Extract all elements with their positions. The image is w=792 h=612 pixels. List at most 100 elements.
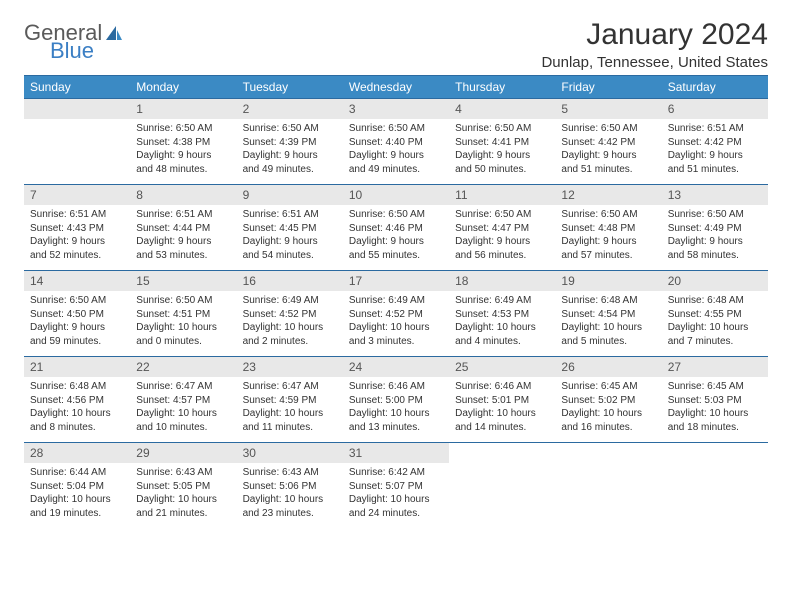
calendar-cell: 29Sunrise: 6:43 AMSunset: 5:05 PMDayligh…: [130, 443, 236, 529]
calendar-cell: 4Sunrise: 6:50 AMSunset: 4:41 PMDaylight…: [449, 99, 555, 185]
calendar-cell: 3Sunrise: 6:50 AMSunset: 4:40 PMDaylight…: [343, 99, 449, 185]
day-number: 6: [662, 99, 768, 119]
day-number: 28: [24, 443, 130, 463]
day-details: Sunrise: 6:50 AMSunset: 4:39 PMDaylight:…: [237, 119, 343, 180]
day-number: 7: [24, 185, 130, 205]
day-details: Sunrise: 6:51 AMSunset: 4:45 PMDaylight:…: [237, 205, 343, 266]
calendar-cell: 26Sunrise: 6:45 AMSunset: 5:02 PMDayligh…: [555, 357, 661, 443]
day-details: Sunrise: 6:51 AMSunset: 4:42 PMDaylight:…: [662, 119, 768, 180]
calendar-cell: 11Sunrise: 6:50 AMSunset: 4:47 PMDayligh…: [449, 185, 555, 271]
calendar-page: GeneralBlue January 2024 Dunlap, Tenness…: [0, 0, 792, 529]
day-details: Sunrise: 6:50 AMSunset: 4:46 PMDaylight:…: [343, 205, 449, 266]
day-details: Sunrise: 6:46 AMSunset: 5:00 PMDaylight:…: [343, 377, 449, 438]
calendar-week: 21Sunrise: 6:48 AMSunset: 4:56 PMDayligh…: [24, 357, 768, 443]
calendar-cell: 9Sunrise: 6:51 AMSunset: 4:45 PMDaylight…: [237, 185, 343, 271]
day-details: Sunrise: 6:42 AMSunset: 5:07 PMDaylight:…: [343, 463, 449, 524]
day-details: Sunrise: 6:50 AMSunset: 4:38 PMDaylight:…: [130, 119, 236, 180]
day-number: 4: [449, 99, 555, 119]
day-details: Sunrise: 6:43 AMSunset: 5:05 PMDaylight:…: [130, 463, 236, 524]
day-number: 17: [343, 271, 449, 291]
calendar-cell: 7Sunrise: 6:51 AMSunset: 4:43 PMDaylight…: [24, 185, 130, 271]
calendar-cell: [24, 99, 130, 185]
calendar-cell: 16Sunrise: 6:49 AMSunset: 4:52 PMDayligh…: [237, 271, 343, 357]
day-number-bar: [449, 443, 555, 463]
calendar-cell: 18Sunrise: 6:49 AMSunset: 4:53 PMDayligh…: [449, 271, 555, 357]
day-number: 22: [130, 357, 236, 377]
calendar-cell: 2Sunrise: 6:50 AMSunset: 4:39 PMDaylight…: [237, 99, 343, 185]
day-header: Monday: [130, 76, 236, 99]
page-header: GeneralBlue January 2024 Dunlap, Tenness…: [24, 18, 768, 71]
day-number: 2: [237, 99, 343, 119]
day-header: Wednesday: [343, 76, 449, 99]
day-details: Sunrise: 6:47 AMSunset: 4:59 PMDaylight:…: [237, 377, 343, 438]
day-details: Sunrise: 6:50 AMSunset: 4:48 PMDaylight:…: [555, 205, 661, 266]
calendar-cell: 10Sunrise: 6:50 AMSunset: 4:46 PMDayligh…: [343, 185, 449, 271]
day-number: 13: [662, 185, 768, 205]
calendar-cell: 1Sunrise: 6:50 AMSunset: 4:38 PMDaylight…: [130, 99, 236, 185]
calendar-cell: 25Sunrise: 6:46 AMSunset: 5:01 PMDayligh…: [449, 357, 555, 443]
day-number: 8: [130, 185, 236, 205]
calendar-cell: 17Sunrise: 6:49 AMSunset: 4:52 PMDayligh…: [343, 271, 449, 357]
day-details: Sunrise: 6:45 AMSunset: 5:02 PMDaylight:…: [555, 377, 661, 438]
calendar-cell: 22Sunrise: 6:47 AMSunset: 4:57 PMDayligh…: [130, 357, 236, 443]
day-details: Sunrise: 6:49 AMSunset: 4:52 PMDaylight:…: [343, 291, 449, 352]
day-header: Thursday: [449, 76, 555, 99]
day-details: Sunrise: 6:51 AMSunset: 4:44 PMDaylight:…: [130, 205, 236, 266]
calendar-cell: 21Sunrise: 6:48 AMSunset: 4:56 PMDayligh…: [24, 357, 130, 443]
calendar-cell: [449, 443, 555, 529]
day-header: Saturday: [662, 76, 768, 99]
day-number: 15: [130, 271, 236, 291]
calendar-cell: 20Sunrise: 6:48 AMSunset: 4:55 PMDayligh…: [662, 271, 768, 357]
day-details: Sunrise: 6:50 AMSunset: 4:50 PMDaylight:…: [24, 291, 130, 352]
day-details: Sunrise: 6:50 AMSunset: 4:42 PMDaylight:…: [555, 119, 661, 180]
day-details: Sunrise: 6:50 AMSunset: 4:51 PMDaylight:…: [130, 291, 236, 352]
day-number: 16: [237, 271, 343, 291]
month-title: January 2024: [541, 18, 768, 52]
day-number: 18: [449, 271, 555, 291]
calendar-cell: 8Sunrise: 6:51 AMSunset: 4:44 PMDaylight…: [130, 185, 236, 271]
day-details: Sunrise: 6:44 AMSunset: 5:04 PMDaylight:…: [24, 463, 130, 524]
day-details: Sunrise: 6:51 AMSunset: 4:43 PMDaylight:…: [24, 205, 130, 266]
calendar-cell: 24Sunrise: 6:46 AMSunset: 5:00 PMDayligh…: [343, 357, 449, 443]
calendar-cell: 5Sunrise: 6:50 AMSunset: 4:42 PMDaylight…: [555, 99, 661, 185]
day-number: 23: [237, 357, 343, 377]
day-number: 21: [24, 357, 130, 377]
calendar-week: 1Sunrise: 6:50 AMSunset: 4:38 PMDaylight…: [24, 99, 768, 185]
day-details: Sunrise: 6:46 AMSunset: 5:01 PMDaylight:…: [449, 377, 555, 438]
day-number: 27: [662, 357, 768, 377]
day-number-bar: [555, 443, 661, 463]
day-number: 1: [130, 99, 236, 119]
day-details: Sunrise: 6:47 AMSunset: 4:57 PMDaylight:…: [130, 377, 236, 438]
day-header-row: Sunday Monday Tuesday Wednesday Thursday…: [24, 76, 768, 99]
day-number: 5: [555, 99, 661, 119]
calendar-cell: 12Sunrise: 6:50 AMSunset: 4:48 PMDayligh…: [555, 185, 661, 271]
calendar-week: 14Sunrise: 6:50 AMSunset: 4:50 PMDayligh…: [24, 271, 768, 357]
calendar-week: 7Sunrise: 6:51 AMSunset: 4:43 PMDaylight…: [24, 185, 768, 271]
calendar-cell: 27Sunrise: 6:45 AMSunset: 5:03 PMDayligh…: [662, 357, 768, 443]
calendar-cell: 28Sunrise: 6:44 AMSunset: 5:04 PMDayligh…: [24, 443, 130, 529]
day-header: Sunday: [24, 76, 130, 99]
day-number: 24: [343, 357, 449, 377]
day-number: 31: [343, 443, 449, 463]
day-header: Friday: [555, 76, 661, 99]
day-number: 30: [237, 443, 343, 463]
day-details: Sunrise: 6:50 AMSunset: 4:41 PMDaylight:…: [449, 119, 555, 180]
calendar-cell: [555, 443, 661, 529]
day-number: 20: [662, 271, 768, 291]
day-number: 19: [555, 271, 661, 291]
day-number: 3: [343, 99, 449, 119]
day-details: Sunrise: 6:48 AMSunset: 4:55 PMDaylight:…: [662, 291, 768, 352]
day-number: 26: [555, 357, 661, 377]
day-number: 14: [24, 271, 130, 291]
day-details: Sunrise: 6:50 AMSunset: 4:40 PMDaylight:…: [343, 119, 449, 180]
day-number-bar: [24, 99, 130, 119]
day-details: Sunrise: 6:48 AMSunset: 4:56 PMDaylight:…: [24, 377, 130, 438]
day-details: Sunrise: 6:48 AMSunset: 4:54 PMDaylight:…: [555, 291, 661, 352]
calendar-cell: 14Sunrise: 6:50 AMSunset: 4:50 PMDayligh…: [24, 271, 130, 357]
day-number: 29: [130, 443, 236, 463]
day-number-bar: [662, 443, 768, 463]
day-number: 11: [449, 185, 555, 205]
calendar-cell: 15Sunrise: 6:50 AMSunset: 4:51 PMDayligh…: [130, 271, 236, 357]
day-number: 25: [449, 357, 555, 377]
day-details: Sunrise: 6:49 AMSunset: 4:53 PMDaylight:…: [449, 291, 555, 352]
